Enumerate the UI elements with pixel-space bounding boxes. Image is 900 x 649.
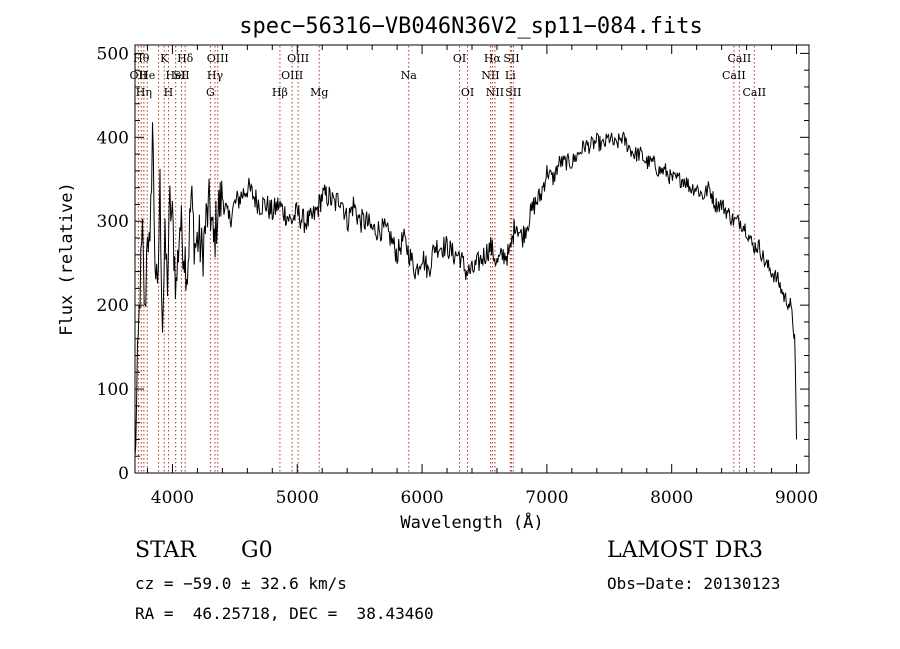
survey-name: LAMOST DR3 xyxy=(607,538,763,563)
spectral-line-label: CaII xyxy=(722,69,746,82)
spectral-line-label: SII xyxy=(173,69,189,82)
y-tick-label: 400 xyxy=(97,128,129,148)
x-tick-label: 8000 xyxy=(650,488,693,508)
object-class: STAR xyxy=(135,538,196,563)
spectral-line-label: CaII xyxy=(742,86,766,99)
spectral-line-label: K xyxy=(160,52,169,65)
chart-title: spec−56316−VB046N36V2_sp11−084.fits xyxy=(239,14,703,39)
spectral-line-label: Hθ xyxy=(133,52,150,65)
y-tick-label: 500 xyxy=(97,44,129,64)
spectral-line-label: He xyxy=(139,69,155,82)
spectral-line-label: Hγ xyxy=(207,69,224,82)
spectral-line-label: OI xyxy=(461,86,474,99)
x-tick-label: 5000 xyxy=(276,488,319,508)
y-tick-label: 300 xyxy=(97,212,129,232)
x-axis-ticks: 4000 5000 6000 7000 8000 9000 xyxy=(146,45,818,508)
y-tick-label: 200 xyxy=(97,296,129,316)
spectral-line-label: OIII xyxy=(207,52,229,65)
x-axis-label: Wavelength (Å) xyxy=(400,511,543,533)
spectral-line-labels: OIIHθHηHeKHHeISIIHδGHγOIIIHβOIIIOIIIMgNa… xyxy=(130,52,767,99)
flux-series-line xyxy=(134,122,797,456)
spectral-line-marks xyxy=(137,46,755,473)
spectral-line-label: Hδ xyxy=(177,52,194,65)
x-tick-label: 9000 xyxy=(775,488,818,508)
spectral-line-label: OIII xyxy=(281,69,303,82)
spectral-line-label: H xyxy=(164,86,174,99)
spectral-line-label: Na xyxy=(401,69,418,82)
spectral-line-label: NII xyxy=(486,86,504,99)
spectral-line-label: OIII xyxy=(287,52,309,65)
spectral-line-label: Mg xyxy=(310,86,328,99)
x-tick-label: 7000 xyxy=(525,488,568,508)
spectral-line-label: SII xyxy=(503,52,519,65)
spectral-line-label: OI xyxy=(453,52,466,65)
plot-frame xyxy=(134,44,810,474)
observation-date: Obs−Date: 20130123 xyxy=(607,574,781,593)
x-tick-label: 4000 xyxy=(151,488,194,508)
spectral-line-label: OII xyxy=(130,69,148,82)
spectral-line-label: CaII xyxy=(728,52,752,65)
y-tick-label: 100 xyxy=(97,380,129,400)
x-tick-label: 6000 xyxy=(400,488,443,508)
object-subclass: G0 xyxy=(241,538,273,563)
spectral-line-label: G xyxy=(206,86,215,99)
spectral-line-label: SII xyxy=(505,86,521,99)
coordinates: RA = 46.25718, DEC = 38.43460 xyxy=(135,604,434,623)
y-axis-label: Flux (relative) xyxy=(57,182,77,336)
spectral-line-label: Hη xyxy=(136,86,152,99)
spectral-line-label: HeI xyxy=(165,69,185,82)
redshift-value: cz = −59.0 ± 32.6 km/s xyxy=(135,574,347,593)
spectral-line-label: Li xyxy=(505,69,516,82)
y-tick-label: 0 xyxy=(118,464,129,484)
spectral-line-label: Hβ xyxy=(272,86,288,99)
y-axis-ticks: 0 100 200 300 400 500 xyxy=(97,44,809,484)
spectral-line-label: Hα xyxy=(484,52,502,65)
spectral-line-label: NII xyxy=(481,69,499,82)
